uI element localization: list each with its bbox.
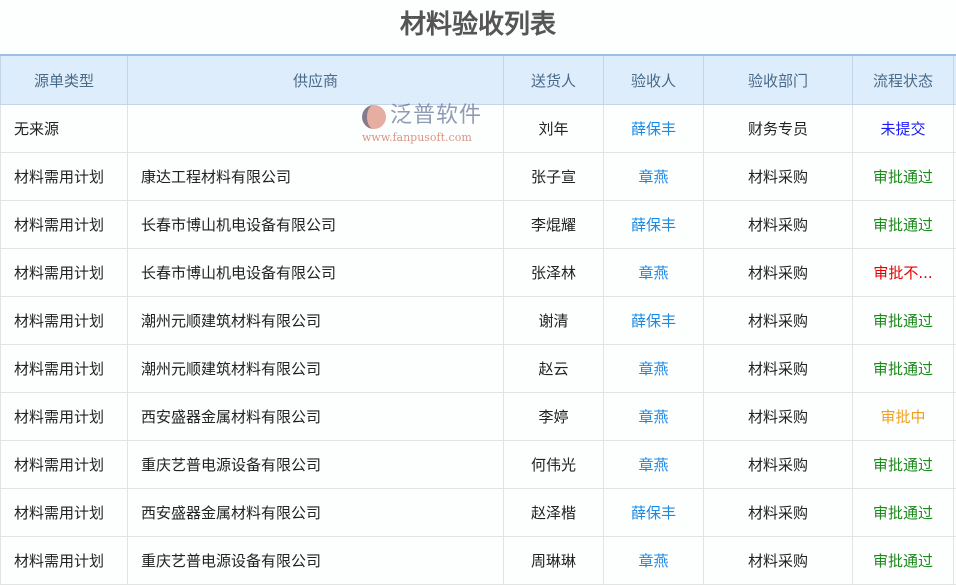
supplier-cell: 西安盛器金属材料有限公司 [128, 393, 504, 441]
dept-cell: 材料采购 [704, 297, 853, 345]
inspector-cell: 章燕 [604, 153, 704, 201]
dept-cell: 材料采购 [704, 537, 853, 585]
inspector-cell: 章燕 [604, 249, 704, 297]
source-cell: 材料需用计划 [1, 153, 128, 201]
inspector-cell: 薛保丰 [604, 105, 704, 153]
source-cell: 材料需用计划 [1, 537, 128, 585]
supplier-cell: 潮州元顺建筑材料有限公司 [128, 345, 504, 393]
status-cell: 审批不... [853, 249, 954, 297]
inspector-cell: 章燕 [604, 393, 704, 441]
supplier-cell: 西安盛器金属材料有限公司 [128, 489, 504, 537]
source-cell: 材料需用计划 [1, 249, 128, 297]
column-header-inspector[interactable]: 验收人 [604, 55, 704, 105]
supplier-cell: 长春市博山机电设备有限公司 [128, 201, 504, 249]
deliverer-cell: 周琳琳 [504, 537, 604, 585]
inspector-cell: 薛保丰 [604, 201, 704, 249]
inspector-cell: 薛保丰 [604, 489, 704, 537]
column-header-status[interactable]: 流程状态 [853, 55, 954, 105]
status-cell: 审批通过 [853, 297, 954, 345]
column-header-supplier[interactable]: 供应商 [128, 55, 504, 105]
table-row[interactable]: 材料需用计划潮州元顺建筑材料有限公司谢清薛保丰材料采购审批通过 [1, 297, 956, 345]
column-header-dept[interactable]: 验收部门 [704, 55, 853, 105]
watermark-name: 泛普软件 [390, 103, 482, 129]
deliverer-cell: 张子宣 [504, 153, 604, 201]
table-row[interactable]: 材料需用计划西安盛器金属材料有限公司赵泽楷薛保丰材料采购审批通过 [1, 489, 956, 537]
source-cell: 材料需用计划 [1, 297, 128, 345]
status-cell: 审批通过 [853, 489, 954, 537]
supplier-cell: 重庆艺普电源设备有限公司 [128, 441, 504, 489]
status-cell: 审批通过 [853, 153, 954, 201]
deliverer-cell: 谢清 [504, 297, 604, 345]
table-row[interactable]: 材料需用计划潮州元顺建筑材料有限公司赵云章燕材料采购审批通过 [1, 345, 956, 393]
dept-cell: 材料采购 [704, 345, 853, 393]
source-cell: 材料需用计划 [1, 201, 128, 249]
inspector-cell: 薛保丰 [604, 297, 704, 345]
watermark-url: www.fanpusoft.com [362, 131, 472, 144]
supplier-cell: 康达工程材料有限公司 [128, 153, 504, 201]
source-cell: 无来源 [1, 105, 128, 153]
status-cell: 审批通过 [853, 201, 954, 249]
table-row[interactable]: 材料需用计划康达工程材料有限公司张子宣章燕材料采购审批通过 [1, 153, 956, 201]
inspector-cell: 章燕 [604, 345, 704, 393]
source-cell: 材料需用计划 [1, 489, 128, 537]
supplier-cell: 潮州元顺建筑材料有限公司 [128, 297, 504, 345]
source-cell: 材料需用计划 [1, 393, 128, 441]
status-cell: 审批通过 [853, 345, 954, 393]
deliverer-cell: 刘年 [504, 105, 604, 153]
dept-cell: 财务专员 [704, 105, 853, 153]
dept-cell: 材料采购 [704, 249, 853, 297]
source-cell: 材料需用计划 [1, 345, 128, 393]
table-row[interactable]: 材料需用计划重庆艺普电源设备有限公司何伟光章燕材料采购审批通过 [1, 441, 956, 489]
status-cell: 审批通过 [853, 441, 954, 489]
inspector-cell: 章燕 [604, 441, 704, 489]
status-cell: 未提交 [853, 105, 954, 153]
deliverer-cell: 赵云 [504, 345, 604, 393]
column-header-source[interactable]: 源单类型 [1, 55, 128, 105]
page-title: 材料验收列表 [0, 0, 956, 54]
status-cell: 审批通过 [853, 537, 954, 585]
column-header-deliverer[interactable]: 送货人 [504, 55, 604, 105]
deliverer-cell: 张泽林 [504, 249, 604, 297]
fanpu-logo-icon [362, 105, 386, 129]
table-header: 源单类型 供应商 送货人 验收人 验收部门 流程状态 [1, 55, 956, 105]
table-row[interactable]: 材料需用计划长春市博山机电设备有限公司李焜耀薛保丰材料采购审批通过 [1, 201, 956, 249]
dept-cell: 材料采购 [704, 393, 853, 441]
dept-cell: 材料采购 [704, 153, 853, 201]
status-cell: 审批中 [853, 393, 954, 441]
table-row[interactable]: 材料需用计划西安盛器金属材料有限公司李婷章燕材料采购审批中 [1, 393, 956, 441]
deliverer-cell: 李焜耀 [504, 201, 604, 249]
supplier-cell: 长春市博山机电设备有限公司 [128, 249, 504, 297]
table-row[interactable]: 材料需用计划重庆艺普电源设备有限公司周琳琳章燕材料采购审批通过 [1, 537, 956, 585]
supplier-cell: 重庆艺普电源设备有限公司 [128, 537, 504, 585]
inspector-cell: 章燕 [604, 537, 704, 585]
dept-cell: 材料采购 [704, 489, 853, 537]
table-row[interactable]: 材料需用计划长春市博山机电设备有限公司张泽林章燕材料采购审批不... [1, 249, 956, 297]
dept-cell: 材料采购 [704, 201, 853, 249]
watermark-logo: 泛普软件 www.fanpusoft.com [360, 103, 490, 146]
deliverer-cell: 赵泽楷 [504, 489, 604, 537]
source-cell: 材料需用计划 [1, 441, 128, 489]
deliverer-cell: 何伟光 [504, 441, 604, 489]
dept-cell: 材料采购 [704, 441, 853, 489]
deliverer-cell: 李婷 [504, 393, 604, 441]
